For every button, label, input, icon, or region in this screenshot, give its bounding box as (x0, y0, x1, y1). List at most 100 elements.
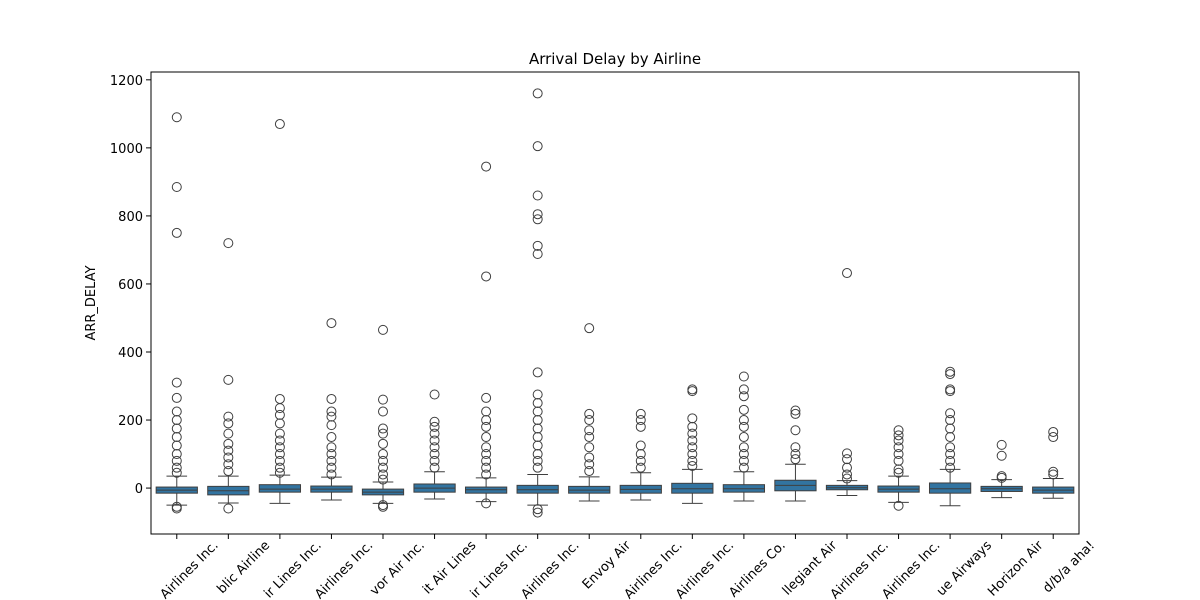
flier (481, 161, 492, 172)
y-tick-label: 800 (118, 210, 143, 225)
flier (1048, 426, 1059, 437)
flier (223, 445, 234, 456)
flier (584, 408, 595, 419)
flier (635, 455, 646, 466)
flier (945, 449, 956, 460)
flier (274, 119, 285, 130)
flier (171, 227, 182, 238)
flier (274, 418, 285, 429)
flier (945, 386, 956, 397)
flier (532, 449, 543, 460)
flier (481, 455, 492, 466)
flier (790, 449, 801, 460)
flier (790, 408, 801, 419)
plot-frame (150, 71, 1080, 535)
flier (326, 318, 337, 329)
flier (790, 405, 801, 416)
flier (481, 392, 492, 403)
flier (223, 459, 234, 470)
flier (223, 374, 234, 385)
flier (842, 268, 852, 279)
flier (481, 498, 492, 509)
flier (584, 459, 595, 470)
flier (223, 503, 234, 514)
flier (945, 366, 956, 377)
flier (1048, 469, 1059, 480)
flier (326, 420, 337, 431)
flier (893, 442, 904, 453)
flier (326, 393, 337, 404)
flier (223, 238, 234, 249)
flier (584, 323, 595, 334)
y-tick-label: 0 (135, 482, 143, 497)
flier (274, 449, 285, 460)
flier (584, 452, 595, 463)
flier (738, 442, 749, 453)
flier (687, 386, 698, 397)
box (258, 484, 302, 493)
y-tick-label: 600 (118, 278, 143, 293)
flier (274, 435, 285, 446)
flier (481, 449, 492, 460)
y-tick-label: 1200 (110, 74, 143, 89)
flier (687, 449, 698, 460)
flier (171, 112, 182, 123)
flier (171, 455, 182, 466)
flier (945, 432, 956, 443)
flier (429, 416, 440, 427)
flier (274, 403, 285, 414)
flier (996, 450, 1007, 461)
flier (635, 408, 646, 419)
flier (738, 432, 749, 443)
flier (326, 432, 337, 443)
flier (1048, 466, 1059, 477)
flier (945, 408, 956, 419)
flier (378, 428, 388, 439)
flier (532, 190, 543, 201)
flier (429, 435, 440, 446)
flier (584, 466, 595, 477)
flier (893, 467, 904, 478)
flier (738, 449, 749, 460)
flier (378, 449, 388, 460)
y-axis-label: ARR_DELAY (84, 265, 99, 340)
flier (790, 442, 801, 453)
flier (687, 421, 698, 432)
flier (274, 467, 285, 478)
flier (945, 462, 956, 473)
flier (223, 438, 234, 449)
flier (378, 423, 388, 434)
flier (378, 394, 388, 405)
flier (738, 415, 749, 426)
flier (893, 435, 904, 446)
box (516, 484, 559, 494)
flier (532, 455, 543, 466)
flier (223, 452, 234, 463)
flier (532, 507, 543, 518)
flier (274, 462, 285, 473)
flier (790, 425, 801, 436)
flier (481, 421, 492, 432)
flier (842, 448, 852, 459)
flier (223, 411, 234, 422)
flier (223, 418, 234, 429)
flier (893, 500, 904, 511)
flier (584, 425, 595, 436)
flier (429, 462, 440, 473)
flier (429, 421, 440, 432)
flier (635, 462, 646, 473)
flier (171, 181, 182, 192)
flier (481, 432, 492, 443)
flier (171, 503, 182, 514)
flier (687, 428, 698, 439)
flier (378, 462, 388, 473)
box (671, 482, 714, 494)
flier (429, 389, 440, 400)
chart-title: Arrival Delay by Airline (529, 50, 701, 68)
flier (532, 367, 543, 378)
flier (429, 428, 440, 439)
flier (274, 442, 285, 453)
